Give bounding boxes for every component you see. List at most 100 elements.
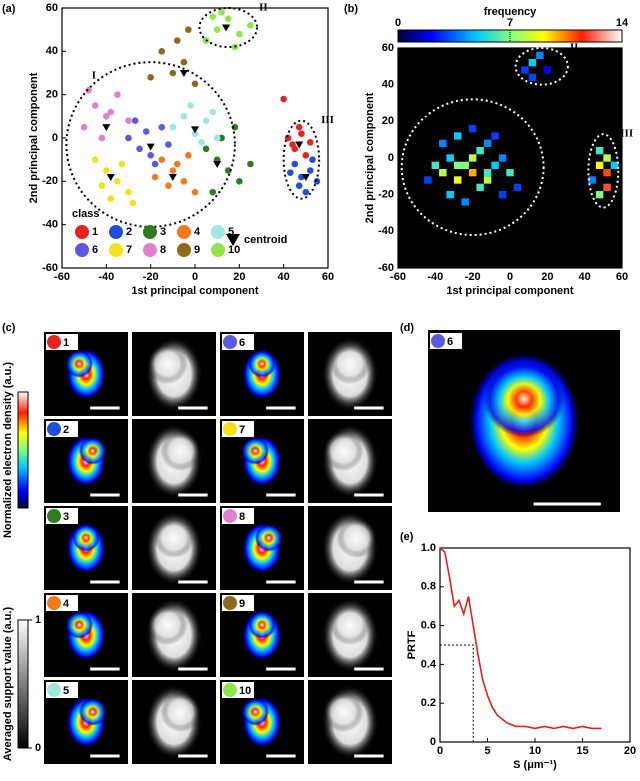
data-point [80, 123, 88, 131]
centroid-marker [102, 124, 111, 132]
reconstruction [242, 522, 283, 574]
heatmap-cell [603, 154, 611, 162]
data-point [114, 178, 121, 185]
class-label: 4 [63, 598, 70, 610]
data-point [125, 134, 132, 142]
data-point [118, 160, 126, 168]
data-point [224, 167, 232, 174]
heatmap-cell [424, 176, 432, 184]
centroid-marker [295, 141, 304, 149]
centroid-marker [222, 24, 231, 32]
class-dot [223, 509, 237, 523]
x-tick-label: -40 [427, 271, 443, 283]
heatmap-cell [595, 147, 604, 155]
blob [78, 698, 107, 726]
blob [65, 611, 94, 639]
class-dot [47, 422, 61, 436]
region-label: III [620, 128, 633, 140]
x-tick-label: 20 [541, 271, 553, 283]
blob [254, 524, 283, 552]
y-axis-label: 2nd principal component [364, 92, 376, 223]
reconstruction [321, 424, 379, 498]
x-tick-label: 20 [233, 271, 245, 283]
heatmap-cell [431, 161, 440, 169]
legend-label: 5 [228, 226, 234, 238]
y-tick-label: 60 [46, 2, 58, 14]
region-outline [514, 47, 569, 86]
reconstruction [145, 598, 203, 672]
colorbar-tick-label: 0 [35, 742, 41, 754]
data-point [247, 22, 254, 29]
data-point [158, 48, 166, 55]
y-tick-label: 40 [46, 45, 58, 57]
data-point [125, 188, 132, 196]
data-point [173, 160, 181, 168]
reconstruction [242, 609, 282, 661]
region-label: I [92, 70, 96, 82]
blob [72, 524, 100, 552]
heatmap-cell [536, 51, 544, 59]
data-point [213, 26, 221, 33]
guide-line [440, 644, 474, 742]
heatmap-cell [491, 132, 499, 140]
reconstruction [321, 511, 379, 585]
data-point [191, 188, 199, 196]
data-point [98, 182, 106, 189]
heatmap-cell [521, 66, 529, 74]
region-label: II [570, 42, 579, 54]
reconstruction [66, 435, 107, 487]
x-tick-label: 40 [579, 271, 591, 283]
class-label: 10 [239, 685, 251, 697]
class-label: 6 [239, 337, 245, 349]
heatmap-cell [483, 139, 492, 147]
y-tick-label: -40 [378, 225, 394, 237]
heatmap-cell [543, 66, 552, 74]
blob [241, 437, 270, 465]
data-point [224, 15, 232, 23]
legend-label: 10 [228, 244, 240, 256]
blob [241, 698, 270, 726]
y-tick-label: 60 [382, 42, 394, 54]
panel-label: (e) [400, 531, 414, 543]
x-tick-label: 0 [437, 745, 443, 757]
reconstruction [145, 424, 203, 498]
reconstruction [145, 337, 203, 411]
blob [160, 430, 201, 472]
class-dot [223, 335, 237, 349]
legend-swatch [177, 225, 191, 239]
x-tick-label: -60 [390, 271, 406, 283]
legend-swatch [75, 225, 89, 239]
data-point [209, 108, 217, 116]
heatmap-cell [491, 161, 499, 169]
data-point [185, 26, 192, 33]
reconstruction [65, 348, 106, 400]
reconstruction [241, 696, 282, 748]
x-tick-label: 60 [616, 271, 628, 283]
heatmap-cell [588, 176, 596, 184]
y-tick-label: 0 [52, 132, 58, 144]
y-tick-label: -20 [378, 189, 394, 201]
heatmap-cell [454, 161, 462, 169]
class-dot [47, 509, 61, 523]
region-outline [587, 133, 620, 209]
panel-label: (a) [2, 3, 16, 15]
data-point [187, 102, 194, 109]
legend-swatch [143, 243, 157, 257]
legend-label: 1 [92, 226, 98, 238]
data-point [280, 95, 287, 103]
data-point [142, 128, 150, 135]
data-point [125, 117, 132, 124]
y-axis-label: 2nd principal component [28, 72, 40, 203]
class-dot [47, 596, 61, 610]
data-point [107, 108, 115, 116]
y-tick-label: -60 [378, 262, 394, 274]
heatmap-cell [528, 59, 537, 67]
reconstruction [145, 685, 203, 759]
data-point [213, 134, 221, 142]
y-tick-label: -40 [42, 219, 58, 231]
colorbar-label: Averaged support value (a.u.) [2, 607, 14, 762]
x-axis-label: S (μm⁻¹) [513, 759, 557, 771]
class-dot [223, 596, 237, 610]
reconstruction [66, 522, 106, 574]
